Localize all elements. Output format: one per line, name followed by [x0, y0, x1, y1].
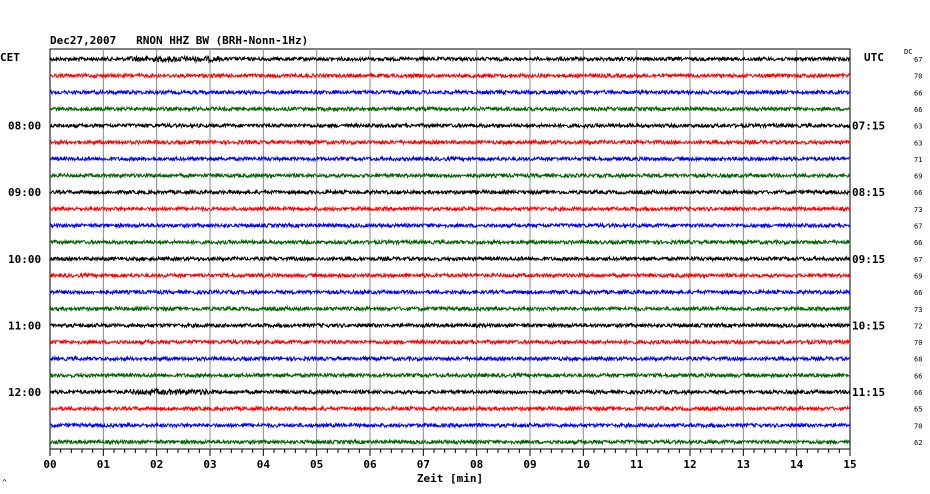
x-tick-label: 08: [470, 458, 483, 471]
trace-line: [49, 71, 851, 80]
x-tick-label: 10: [577, 458, 590, 471]
dc-value: 63: [914, 123, 922, 131]
right-hour-label: 08:15: [852, 186, 885, 199]
trace-line: [49, 255, 851, 263]
dc-value: 66: [914, 89, 922, 97]
trace-line: [49, 371, 851, 380]
x-tick-label: 01: [97, 458, 111, 471]
trace-line: [49, 205, 851, 213]
trace-line: [49, 188, 851, 196]
trace-line: [49, 155, 851, 163]
dc-value: 66: [914, 289, 922, 297]
trace-line: [49, 54, 851, 64]
trace-line: [49, 238, 851, 246]
x-tick-label: 07: [417, 458, 430, 471]
dc-value: 69: [914, 272, 922, 280]
left-hour-label: 12:00: [8, 386, 41, 399]
left-hour-label: 08:00: [8, 120, 41, 133]
right-hour-label: 09:15: [852, 253, 885, 266]
x-axis-label: Zeit [min]: [416, 472, 484, 485]
x-tick-label: 06: [363, 458, 377, 471]
trace-line: [49, 421, 851, 429]
x-tick-label: 09: [523, 458, 536, 471]
left-hour-label: 11:00: [8, 319, 41, 332]
dc-value: 72: [914, 322, 922, 330]
x-tick-label: 13: [737, 458, 750, 471]
dc-value: 66: [914, 239, 922, 247]
dc-value: 67: [914, 256, 922, 264]
x-tick-label: 14: [790, 458, 804, 471]
trace-line: [49, 271, 851, 280]
right-hour-label: 07:15: [852, 120, 885, 133]
dc-value: 70: [914, 73, 922, 81]
x-tick-label: 05: [310, 458, 323, 471]
dc-value: 67: [914, 223, 922, 231]
dc-value: 70: [914, 422, 922, 430]
trace-line: [49, 354, 851, 363]
corner-mark: ^: [2, 478, 7, 487]
trace-line: [49, 288, 851, 296]
trace-line: [49, 121, 851, 130]
trace-line: [49, 321, 851, 330]
right-hour-label: 11:15: [852, 386, 885, 399]
dc-header: DC: [904, 48, 913, 56]
trace-line: [50, 138, 851, 146]
right-hour-label: 10:15: [852, 319, 885, 332]
x-tick-label: 11: [630, 458, 644, 471]
trace-line: [49, 404, 851, 413]
x-tick-label: 00: [43, 458, 56, 471]
dc-value: 66: [914, 189, 922, 197]
dc-value: 73: [914, 206, 922, 214]
right-timezone-header: UTC: [864, 51, 884, 64]
dc-value: 66: [914, 106, 922, 114]
dc-value: 68: [914, 356, 922, 364]
trace-line: [49, 338, 851, 346]
chart-title: Dec27,2007 RNON HHZ BW (BRH-Nonn-1Hz): [50, 34, 309, 47]
dc-value: 62: [914, 439, 922, 447]
left-hour-label: 09:00: [8, 186, 41, 199]
dc-value: 63: [914, 139, 922, 147]
x-tick-label: 02: [150, 458, 163, 471]
x-tick-label: 03: [203, 458, 216, 471]
trace-line: [49, 438, 851, 446]
left-timezone-header: CET: [0, 51, 20, 64]
dc-value: 73: [914, 306, 922, 314]
trace-line: [49, 105, 851, 113]
x-tick-label: 04: [257, 458, 271, 471]
trace-line: [49, 221, 851, 230]
dc-value: 66: [914, 389, 922, 397]
left-hour-label: 10:00: [8, 253, 41, 266]
trace-line: [49, 305, 851, 313]
trace-line: [49, 171, 851, 180]
dc-value: 71: [914, 156, 922, 164]
plot-frame: [49, 48, 851, 450]
dc-value: 65: [914, 406, 922, 414]
dc-value: 66: [914, 372, 922, 380]
dc-value: 70: [914, 339, 922, 347]
x-tick-label: 12: [683, 458, 696, 471]
dc-value: 67: [914, 56, 922, 64]
trace-line: [49, 387, 851, 397]
dc-value: 69: [914, 173, 922, 181]
x-tick-label: 15: [843, 458, 856, 471]
trace-line: [49, 88, 851, 96]
